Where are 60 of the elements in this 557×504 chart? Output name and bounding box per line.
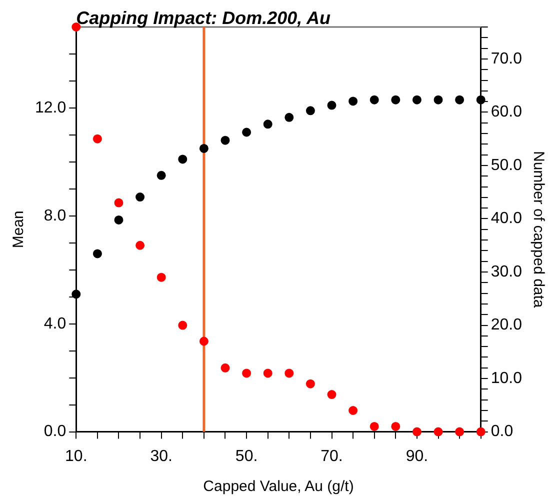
y2-tick-label: 40.0 — [490, 210, 522, 228]
point — [455, 427, 464, 436]
point — [114, 215, 124, 224]
x-axis-title: Capped Value, Au (g/t) — [203, 478, 354, 496]
x-tick-label: 90. — [406, 448, 428, 465]
point — [284, 368, 294, 378]
point — [412, 427, 422, 436]
x-tick-label: 10. — [65, 448, 88, 465]
point — [412, 95, 422, 104]
point — [199, 336, 208, 346]
point — [476, 95, 486, 104]
y2-axis-title: Number of capped data — [530, 151, 547, 308]
point — [434, 427, 443, 436]
point — [199, 144, 208, 153]
point — [348, 406, 358, 415]
x-tick-label: 50. — [235, 448, 258, 465]
point — [178, 320, 188, 330]
point — [455, 95, 464, 104]
y2-tick-label: 0.0 — [490, 423, 514, 440]
point — [178, 154, 188, 164]
point — [391, 95, 400, 104]
point — [114, 198, 124, 208]
point — [327, 100, 336, 110]
point — [220, 136, 230, 145]
point — [263, 368, 272, 378]
point — [156, 170, 166, 180]
y-tick-label: 4.0 — [44, 315, 66, 332]
y2-tick-label: 20.0 — [490, 316, 522, 334]
point — [476, 427, 486, 436]
y-axis-title: Mean — [10, 210, 28, 248]
y-tick-label: 0.0 — [44, 423, 66, 440]
y2-tick-label: 70.0 — [490, 50, 522, 68]
chart-title: Capping Impact: Dom.200, Au — [76, 8, 331, 28]
point — [348, 96, 358, 106]
point — [327, 390, 336, 400]
point — [92, 134, 102, 144]
point — [156, 272, 166, 282]
point — [72, 290, 81, 299]
y2-tick-label: 50.0 — [490, 156, 522, 174]
point — [306, 379, 315, 388]
point — [391, 422, 400, 431]
y2-tick-label: 60.0 — [490, 104, 522, 121]
point — [242, 368, 252, 378]
point — [370, 95, 379, 104]
point — [306, 106, 315, 116]
y2-tick-label: 30.0 — [490, 263, 522, 280]
point — [284, 112, 294, 122]
point — [434, 95, 443, 104]
y2-tick-label: 10.0 — [490, 370, 522, 387]
point — [136, 192, 145, 202]
x-tick-label: 30. — [150, 448, 172, 465]
point — [370, 422, 379, 431]
point — [263, 120, 272, 129]
point — [92, 249, 102, 258]
x-tick-label: 70. — [320, 448, 343, 465]
point — [220, 363, 230, 372]
y-tick-label: 12.0 — [35, 99, 66, 116]
point — [242, 128, 252, 137]
y-tick-label: 8.0 — [44, 207, 66, 224]
point — [136, 240, 145, 250]
